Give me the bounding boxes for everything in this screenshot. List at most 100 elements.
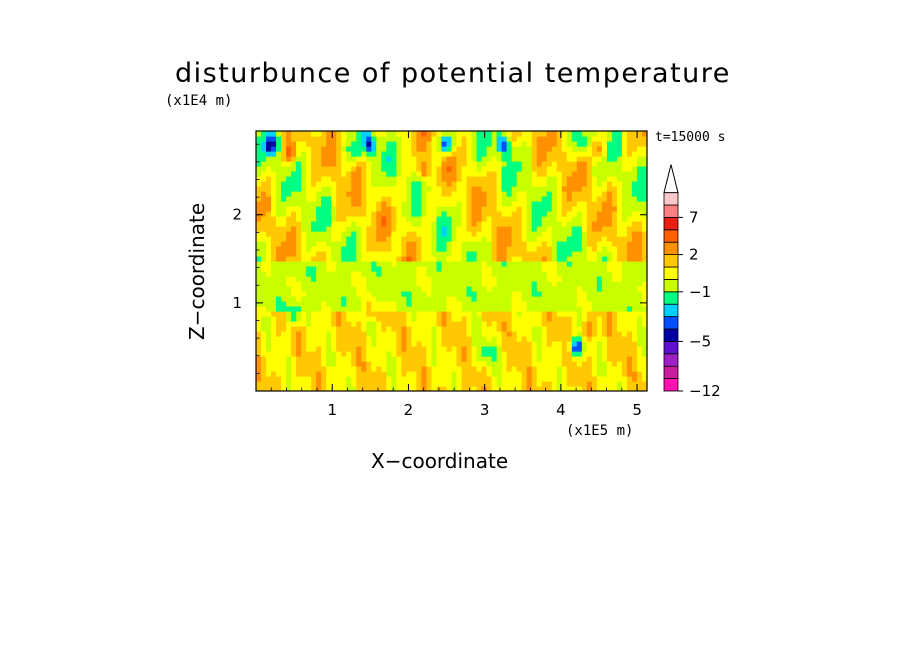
field-cell	[536, 146, 543, 152]
field-cell	[636, 331, 643, 337]
field-cell	[566, 146, 573, 152]
field-cell	[291, 221, 297, 227]
field-cell	[426, 311, 433, 317]
field-cell	[446, 336, 453, 342]
field-cell	[371, 356, 377, 362]
field-cell	[406, 161, 412, 167]
field-cell	[396, 341, 402, 347]
field-cell	[591, 236, 598, 242]
field-cell	[266, 271, 272, 277]
field-cell	[381, 346, 387, 352]
field-cell	[351, 331, 357, 337]
field-cell	[491, 346, 498, 352]
field-cell	[386, 326, 392, 332]
field-cell	[351, 221, 357, 227]
field-cell	[356, 186, 362, 192]
field-cell	[596, 266, 603, 272]
field-cell	[526, 336, 533, 342]
field-cell	[261, 246, 267, 252]
field-cell	[616, 331, 623, 337]
field-cell	[536, 261, 543, 267]
field-cell	[481, 246, 488, 252]
field-cell	[471, 286, 478, 292]
field-cell	[631, 186, 638, 192]
field-cell	[311, 311, 317, 317]
field-cell	[426, 306, 433, 312]
field-cell	[436, 361, 443, 367]
field-cell	[621, 236, 628, 242]
field-cell	[596, 211, 603, 217]
field-cell	[316, 346, 322, 352]
field-cell	[461, 346, 468, 352]
field-cell	[501, 316, 508, 322]
field-cell	[546, 336, 553, 342]
field-cell	[571, 291, 578, 297]
field-cell	[571, 251, 578, 257]
field-cell	[581, 256, 588, 262]
field-cell	[416, 281, 423, 287]
field-cell	[491, 171, 498, 177]
field-cell	[301, 151, 307, 157]
field-cell	[261, 346, 267, 352]
field-cell	[326, 251, 332, 257]
field-cell	[356, 196, 362, 202]
field-cell	[281, 311, 287, 317]
field-cell	[421, 311, 428, 317]
field-cell	[636, 326, 643, 332]
field-cell	[446, 326, 453, 332]
field-cell	[311, 271, 317, 277]
field-cell	[336, 381, 342, 387]
field-cell	[641, 251, 647, 257]
field-cell	[546, 236, 553, 242]
field-cell	[321, 326, 327, 332]
field-cell	[531, 301, 538, 307]
field-cell	[606, 376, 613, 382]
field-cell	[551, 221, 558, 227]
field-cell	[446, 196, 453, 202]
field-cell	[491, 141, 498, 147]
field-cell	[431, 371, 438, 377]
field-cell	[621, 291, 628, 297]
field-cell	[426, 361, 433, 367]
field-cell	[271, 191, 277, 197]
field-cell	[571, 191, 578, 197]
field-cell	[376, 186, 382, 192]
field-cell	[271, 341, 277, 347]
field-cell	[321, 376, 327, 382]
field-cell	[441, 241, 448, 247]
field-cell	[436, 316, 443, 322]
field-cell	[316, 311, 322, 317]
field-cell	[641, 321, 647, 327]
field-cell	[586, 361, 593, 367]
field-cell	[571, 276, 578, 282]
field-cell	[541, 266, 548, 272]
field-cell	[466, 131, 473, 137]
field-cell	[381, 271, 387, 277]
field-cell	[516, 221, 523, 227]
field-cell	[456, 286, 463, 292]
field-cell	[311, 226, 317, 232]
field-cell	[446, 186, 453, 192]
field-cell	[336, 161, 342, 167]
field-cell	[396, 151, 402, 157]
field-cell	[511, 291, 518, 297]
field-cell	[551, 376, 558, 382]
field-cell	[576, 261, 583, 267]
field-cell	[306, 236, 312, 242]
field-cell	[606, 201, 613, 207]
field-cell	[266, 331, 272, 337]
field-cell	[281, 161, 287, 167]
field-cell	[561, 381, 568, 387]
field-cell	[351, 276, 357, 282]
field-cell	[506, 166, 513, 172]
field-cell	[636, 341, 643, 347]
field-cell	[641, 136, 647, 142]
field-cell	[586, 221, 593, 227]
field-cell	[291, 271, 297, 277]
field-cell	[446, 271, 453, 277]
field-cell	[321, 246, 327, 252]
field-cell	[436, 251, 443, 257]
field-cell	[276, 151, 282, 157]
field-cell	[511, 196, 518, 202]
